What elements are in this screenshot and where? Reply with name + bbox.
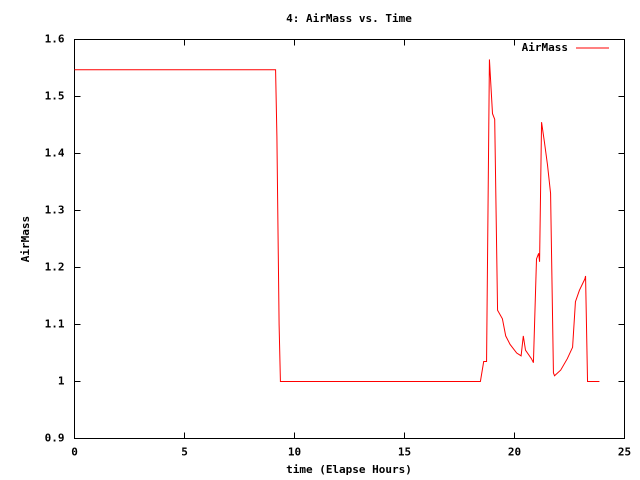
y-tick-label: 1.1 xyxy=(45,318,65,331)
y-tick-label: 1.3 xyxy=(45,204,65,217)
y-tick-label: 0.9 xyxy=(45,432,65,445)
x-tick-label: 15 xyxy=(398,446,411,459)
data-line xyxy=(74,59,600,382)
y-tick-label: 1.2 xyxy=(45,261,65,274)
x-tick-label: 20 xyxy=(508,446,521,459)
x-tick-label: 0 xyxy=(71,446,78,459)
x-axis-label: time (Elapse Hours) xyxy=(286,463,412,476)
plot-frame xyxy=(74,39,625,439)
y-tick-label: 1.4 xyxy=(45,147,65,160)
y-tick-label: 1 xyxy=(58,375,65,388)
y-tick-label: 1.6 xyxy=(45,33,65,46)
chart-title: 4: AirMass vs. Time xyxy=(286,12,412,25)
x-tick-label: 25 xyxy=(618,446,631,459)
y-tick-label: 1.5 xyxy=(45,90,65,103)
x-tick-label: 5 xyxy=(181,446,188,459)
x-tick-label: 10 xyxy=(288,446,301,459)
legend-label: AirMass xyxy=(522,41,568,54)
y-axis-label: AirMass xyxy=(19,216,32,262)
